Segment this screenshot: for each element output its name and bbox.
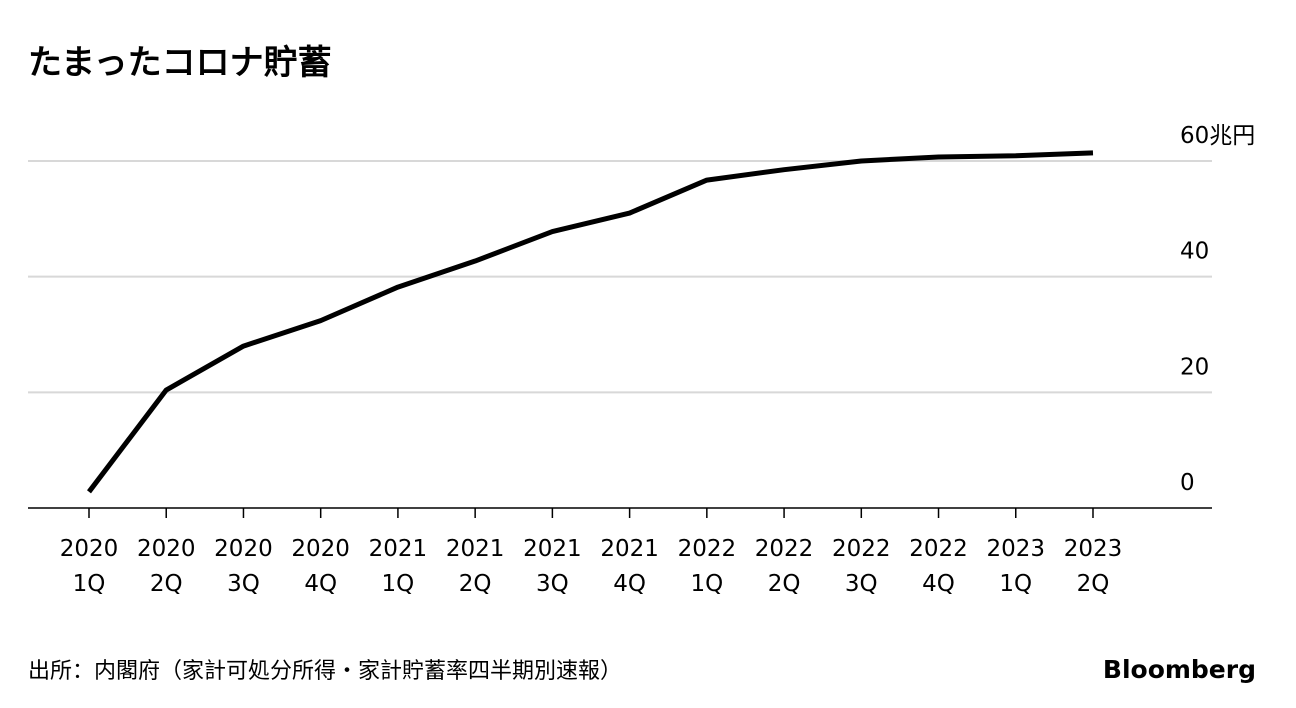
- brand: Bloomberg: [1103, 655, 1256, 684]
- x-tick-label: 2021 1Q: [369, 536, 428, 597]
- source-note: 出所：内閣府（家計可処分所得・家計貯蓄率四半期別速報）: [28, 659, 622, 684]
- y-tick-label: 40: [1180, 239, 1209, 265]
- y-tick-label: 0: [1180, 470, 1195, 496]
- x-tick-label: 2023 1Q: [986, 536, 1045, 597]
- x-tick-label: 2020 3Q: [214, 536, 273, 597]
- x-tick-label: 2020 1Q: [60, 536, 119, 597]
- x-tick-label: 2022 3Q: [832, 536, 891, 597]
- x-tick-label: 2020 2Q: [137, 536, 196, 597]
- y-tick-label: 20: [1180, 354, 1209, 380]
- x-tick-label: 2021 4Q: [600, 536, 659, 597]
- x-tick-label: 2021 3Q: [523, 536, 582, 597]
- x-tick-label: 2022 2Q: [755, 536, 814, 597]
- y-tick-label: 60兆円: [1180, 123, 1255, 149]
- x-tick-label: 2023 2Q: [1064, 536, 1123, 597]
- x-tick-label: 2020 4Q: [291, 536, 350, 597]
- x-tick-label: 2022 4Q: [909, 536, 968, 597]
- data-line: [87, 150, 1094, 494]
- x-tick-label: 2022 1Q: [678, 536, 737, 597]
- x-tick-label: 2021 2Q: [446, 536, 505, 597]
- chart-title: たまったコロナ貯蓄: [28, 43, 332, 83]
